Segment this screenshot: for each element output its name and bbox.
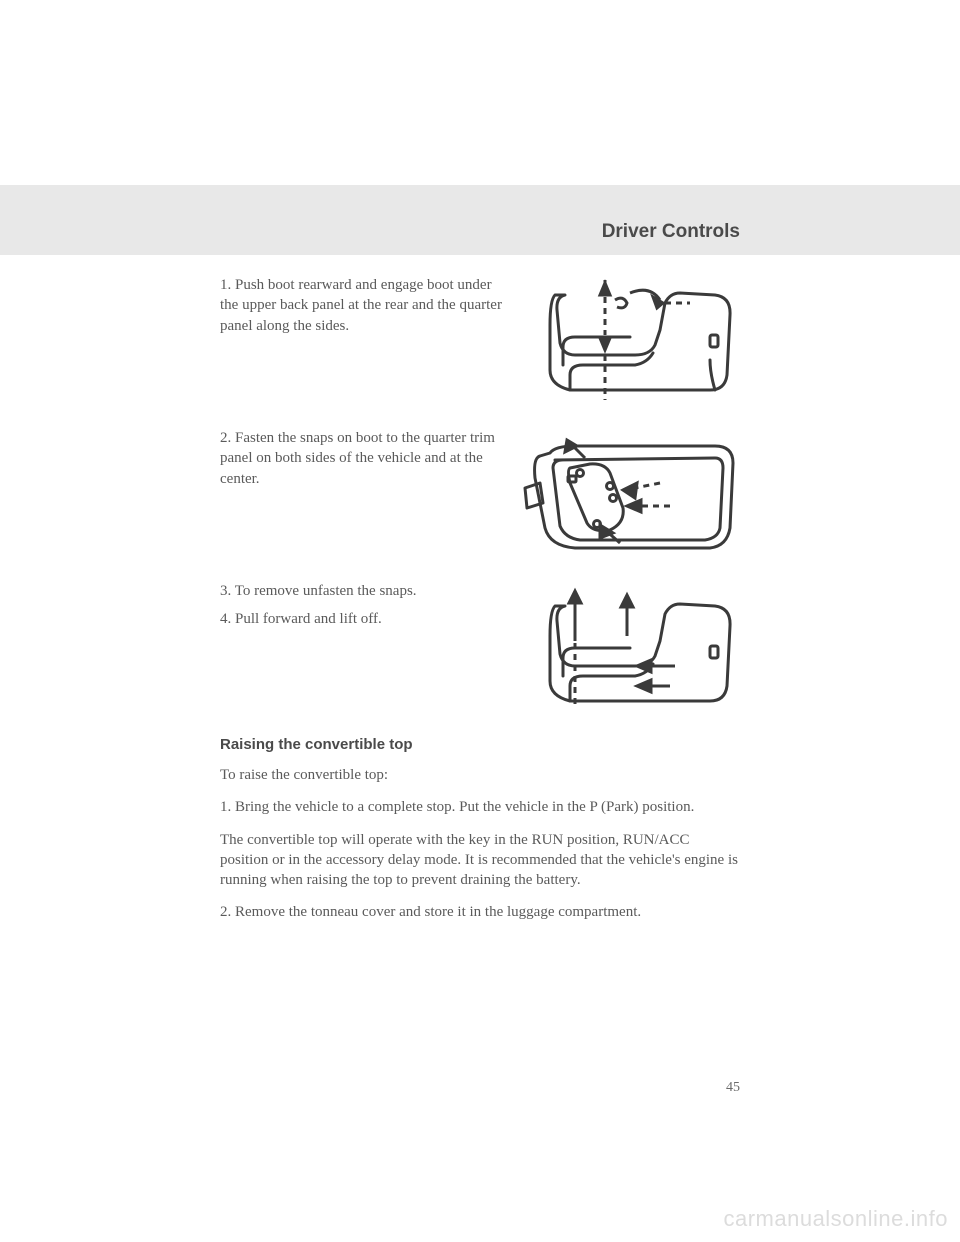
step-4-text: 4. Pull forward and lift off.	[220, 609, 505, 629]
header-title: Driver Controls	[602, 221, 740, 243]
step-1-illustration	[515, 275, 740, 410]
step-3-4-text: 3. To remove unfasten the snaps. 4. Pull…	[220, 581, 515, 638]
para-step2: 2. Remove the tonneau cover and store it…	[220, 902, 740, 922]
step-2-illustration	[515, 428, 740, 563]
step-3-4-row: 3. To remove unfasten the snaps. 4. Pull…	[220, 581, 740, 716]
para-intro: To raise the convertible top:	[220, 765, 740, 785]
step-1-text: 1. Push boot rearward and engage boot un…	[220, 275, 515, 336]
header-band: Driver Controls	[0, 185, 960, 255]
step-2-text: 2. Fasten the snaps on boot to the quart…	[220, 428, 515, 489]
section-heading: Raising the convertible top	[220, 736, 740, 753]
step-1-row: 1. Push boot rearward and engage boot un…	[220, 275, 740, 410]
step-2-row: 2. Fasten the snaps on boot to the quart…	[220, 428, 740, 563]
step-3-text: 3. To remove unfasten the snaps.	[220, 581, 505, 601]
page-number: 45	[726, 1080, 740, 1096]
watermark: carmanualsonline.info	[723, 1206, 948, 1232]
para-step1: 1. Bring the vehicle to a complete stop.…	[220, 797, 740, 817]
document-page: Driver Controls 1. Push boot rearward an…	[0, 0, 960, 923]
step-3-4-illustration	[515, 581, 740, 716]
para-note: The convertible top will operate with th…	[220, 830, 740, 891]
